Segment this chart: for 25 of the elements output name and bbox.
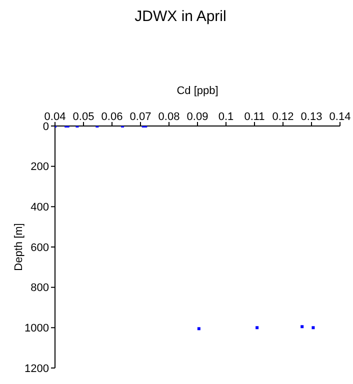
x-tick-label: 0.04: [44, 111, 66, 123]
x-tick-label: 0.11: [244, 111, 265, 123]
y-tick-label: 800: [30, 282, 49, 294]
y-tick-label: 1200: [24, 362, 49, 375]
x-tick-label: 0.06: [101, 111, 123, 123]
x-tick-label: 0.07: [130, 111, 152, 123]
x-tick-label: 0.08: [158, 111, 180, 123]
y-axis-title: Depth [m]: [12, 223, 25, 271]
y-tick-label: 0: [42, 120, 49, 133]
point: [312, 326, 315, 330]
point: [256, 326, 259, 330]
x-tick-label: 0.12: [272, 111, 294, 123]
y-tick-label: 600: [30, 242, 49, 254]
x-axis-title: Cd [ppb]: [176, 84, 218, 97]
y-tick-label: 400: [30, 202, 49, 214]
chart-title: JDWX in April: [134, 8, 228, 25]
x-tick-label: 0.1: [218, 111, 234, 123]
x-tick-label: 0.05: [72, 111, 94, 123]
y-tick-label: 1000: [24, 322, 49, 335]
y-tick-label: 200: [30, 161, 49, 174]
x-tick-label: 0.09: [186, 111, 208, 123]
point: [300, 325, 304, 328]
point: [197, 327, 200, 330]
x-tick-label: 0.14: [329, 111, 351, 123]
x-tick-label: 0.13: [300, 111, 322, 123]
